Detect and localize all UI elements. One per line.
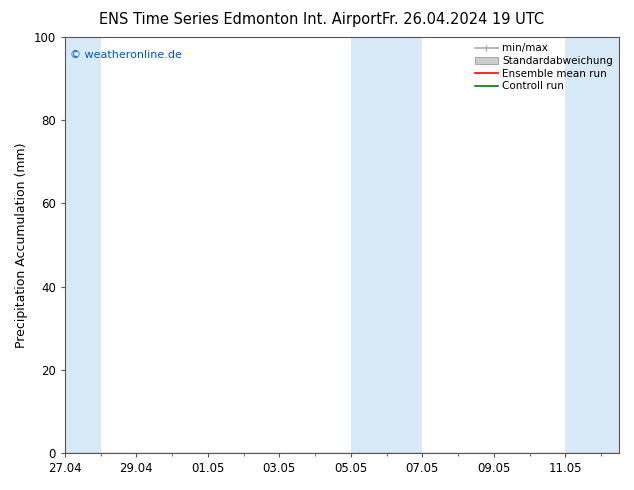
- Bar: [65, 37, 101, 453]
- Text: Fr. 26.04.2024 19 UTC: Fr. 26.04.2024 19 UTC: [382, 12, 544, 27]
- Bar: [351, 37, 422, 453]
- Bar: [566, 37, 619, 453]
- Y-axis label: Precipitation Accumulation (mm): Precipitation Accumulation (mm): [15, 142, 28, 348]
- Text: © weatheronline.de: © weatheronline.de: [70, 49, 182, 60]
- Legend: min/max, Standardabweichung, Ensemble mean run, Controll run: min/max, Standardabweichung, Ensemble me…: [471, 39, 617, 96]
- Text: ENS Time Series Edmonton Int. Airport: ENS Time Series Edmonton Int. Airport: [100, 12, 382, 27]
